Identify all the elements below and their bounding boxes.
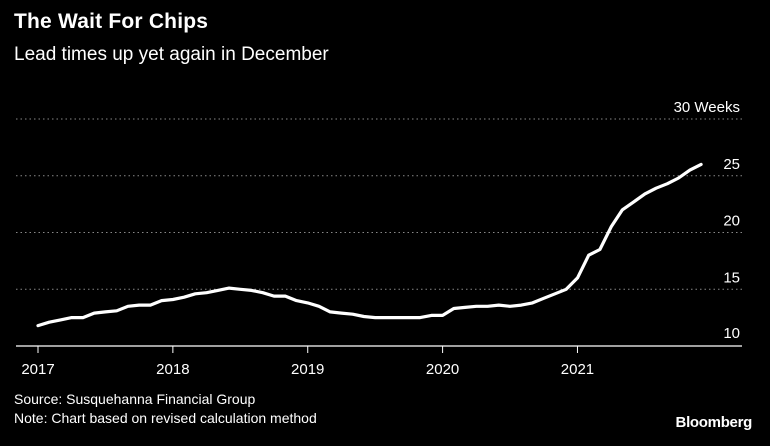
lead-time-line xyxy=(36,162,703,328)
chart-subtitle: Lead times up yet again in December xyxy=(14,44,329,65)
y-tick-label: 30 Weeks xyxy=(674,99,740,116)
y-tick-label: 10 xyxy=(723,325,740,342)
y-tick-label: 25 xyxy=(723,156,740,173)
x-tick-label: 2020 xyxy=(426,361,459,378)
x-tick-label: 2018 xyxy=(156,361,189,378)
method-note: Note: Chart based on revised calculation… xyxy=(14,410,317,426)
x-tick-label: 2017 xyxy=(21,361,54,378)
source-note: Source: Susquehanna Financial Group xyxy=(14,391,256,407)
chart-title: The Wait For Chips xyxy=(14,10,209,33)
bloomberg-logo: Bloomberg xyxy=(675,414,753,431)
x-tick-label: 2019 xyxy=(291,361,324,378)
x-tick-label: 2021 xyxy=(561,361,594,378)
y-tick-label: 15 xyxy=(723,269,740,286)
y-tick-label: 20 xyxy=(723,213,740,230)
